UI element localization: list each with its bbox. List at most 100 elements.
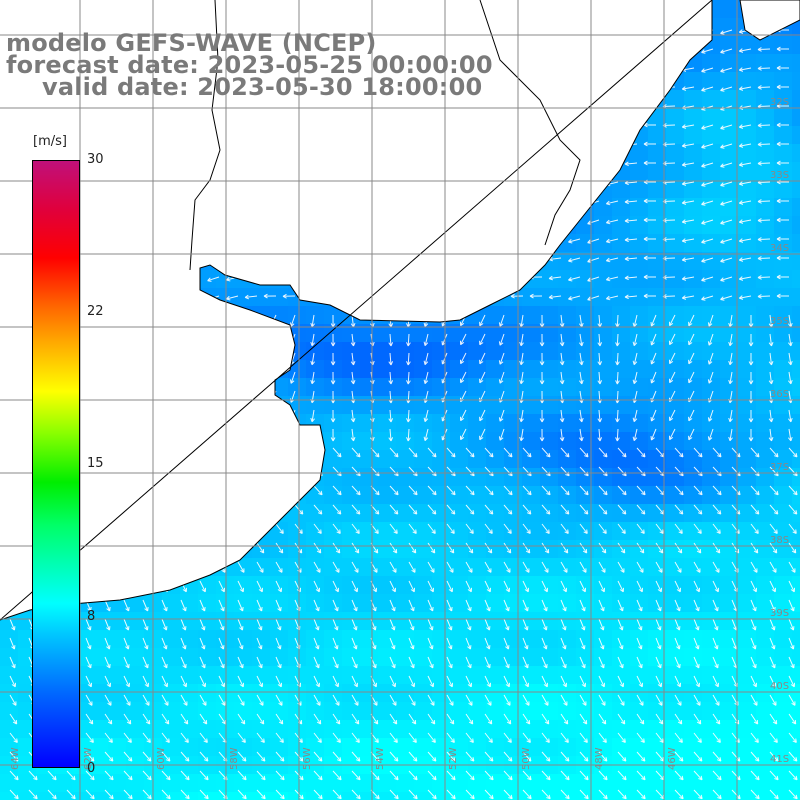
wind-arrow (275, 580, 282, 593)
speed-cell (504, 396, 523, 415)
wind-arrow (351, 447, 361, 458)
speed-cell (54, 792, 73, 800)
wind-arrow (712, 618, 719, 631)
speed-cell (162, 648, 181, 667)
speed-cell (774, 720, 793, 739)
speed-cell (36, 792, 55, 800)
wind-arrow (750, 618, 757, 631)
speed-cell (558, 450, 577, 469)
wind-arrow (560, 599, 567, 612)
wind-arrow (389, 732, 398, 743)
wind-arrow (701, 257, 714, 263)
wind-arrow (624, 294, 638, 300)
speed-cell (792, 378, 800, 397)
speed-cell (18, 720, 37, 739)
speed-cell (252, 792, 271, 800)
wind-arrow (389, 580, 396, 593)
wind-arrow (674, 656, 681, 669)
wind-arrow (738, 124, 752, 129)
wind-arrow (693, 561, 701, 573)
wind-arrow (598, 580, 605, 593)
wind-arrow (655, 561, 663, 573)
speed-cell (324, 612, 343, 631)
wind-arrow (674, 713, 683, 725)
wind-arrow (693, 751, 703, 762)
wind-arrow (351, 561, 359, 573)
speed-cell (738, 180, 757, 199)
speed-cell (684, 162, 703, 181)
wind-arrow (351, 599, 358, 612)
wind-arrow (560, 523, 569, 534)
wind-arrow (624, 218, 638, 224)
wind-arrow (720, 238, 733, 244)
wind-arrow (484, 447, 494, 458)
speed-cell (90, 612, 109, 631)
speed-cell (684, 522, 703, 541)
wind-arrow (693, 637, 700, 650)
speed-cell (450, 576, 469, 595)
wind-arrow (712, 580, 719, 593)
speed-cell (774, 738, 793, 757)
speed-cell (576, 594, 595, 613)
speed-cell (792, 648, 800, 667)
wind-arrow (655, 732, 664, 743)
speed-cell (522, 738, 541, 757)
speed-cell (684, 684, 703, 703)
wind-arrow (275, 732, 284, 743)
speed-cell (432, 738, 451, 757)
speed-cell (126, 630, 145, 649)
speed-cell (216, 576, 235, 595)
speed-cell (558, 414, 577, 433)
speed-cell (216, 612, 235, 631)
speed-cell (720, 702, 739, 721)
speed-cell (324, 774, 343, 793)
speed-cell (702, 432, 721, 451)
wind-arrow (123, 637, 130, 650)
speed-cell (774, 684, 793, 703)
speed-cell (342, 720, 361, 739)
speed-cell (288, 612, 307, 631)
wind-arrow (484, 694, 492, 706)
wind-arrow (632, 371, 638, 385)
speed-cell (756, 252, 775, 271)
speed-cell (684, 648, 703, 667)
wind-arrow (388, 409, 394, 423)
wind-arrow (615, 352, 620, 366)
speed-cell (774, 90, 793, 109)
speed-cell (648, 270, 667, 289)
speed-cell (576, 396, 595, 415)
wind-arrow (541, 732, 550, 743)
speed-cell (684, 432, 703, 451)
wind-arrow (408, 561, 416, 573)
speed-cell (648, 126, 667, 145)
wind-arrow (161, 713, 170, 725)
speed-cell (450, 594, 469, 613)
speed-cell (594, 720, 613, 739)
wind-arrow (636, 656, 643, 669)
wind-arrow (408, 637, 415, 650)
wind-arrow (519, 333, 524, 347)
wind-arrow (503, 485, 513, 496)
speed-cell (738, 360, 757, 379)
wind-arrow (636, 542, 645, 554)
wind-arrow (503, 523, 512, 534)
speed-cell (594, 792, 613, 800)
wind-arrow (330, 352, 336, 366)
wind-arrow (655, 618, 662, 631)
speed-cell (756, 486, 775, 505)
wind-arrow (674, 599, 681, 612)
speed-cell (594, 684, 613, 703)
wind-arrow (484, 713, 493, 725)
speed-cell (414, 396, 433, 415)
wind-arrow (681, 200, 695, 205)
speed-cell (738, 540, 757, 559)
speed-cell (432, 558, 451, 577)
speed-cell (774, 522, 793, 541)
wind-arrow (769, 656, 776, 669)
wind-arrow (123, 675, 130, 688)
speed-cell (378, 432, 397, 451)
speed-cell (414, 450, 433, 469)
wind-arrow (510, 293, 524, 299)
wind-arrow (522, 485, 532, 496)
speed-cell (630, 252, 649, 271)
